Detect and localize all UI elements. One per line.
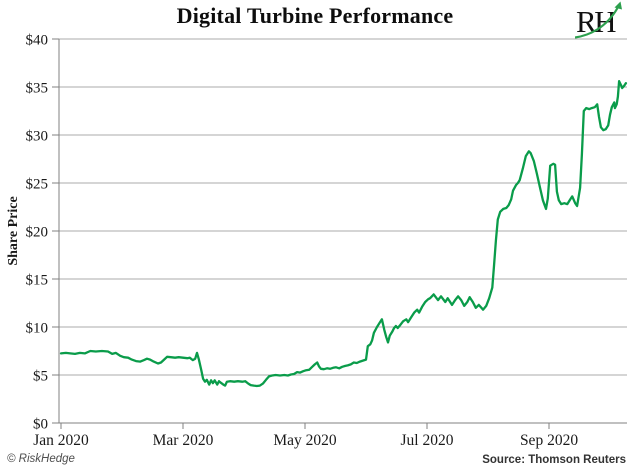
svg-text:May 2020: May 2020 — [273, 432, 337, 449]
svg-text:Sep 2020: Sep 2020 — [520, 432, 578, 449]
svg-text:$5: $5 — [33, 368, 48, 384]
svg-text:Mar 2020: Mar 2020 — [153, 432, 214, 449]
svg-text:$40: $40 — [26, 32, 49, 48]
riskhedge-logo: RH — [575, 1, 622, 39]
source-attribution: Source: Thomson Reuters — [482, 454, 626, 466]
svg-text:$30: $30 — [26, 128, 49, 144]
copyright-text: © RiskHedge — [7, 453, 75, 465]
svg-text:$25: $25 — [26, 176, 49, 192]
svg-text:$15: $15 — [26, 272, 49, 288]
logo-letters: RH — [576, 4, 616, 39]
logo-arrowhead-icon — [614, 1, 622, 10]
svg-text:$10: $10 — [26, 320, 49, 336]
svg-text:$20: $20 — [26, 224, 49, 240]
svg-text:$35: $35 — [26, 80, 49, 96]
svg-text:Jul 2020: Jul 2020 — [401, 432, 454, 449]
svg-text:Jan 2020: Jan 2020 — [33, 432, 89, 449]
y-axis-label: Share Price — [6, 196, 21, 266]
logo-swoosh-arrow-icon — [575, 7, 619, 39]
chart-title: Digital Turbine Performance — [176, 3, 454, 28]
svg-text:$0: $0 — [33, 416, 48, 432]
